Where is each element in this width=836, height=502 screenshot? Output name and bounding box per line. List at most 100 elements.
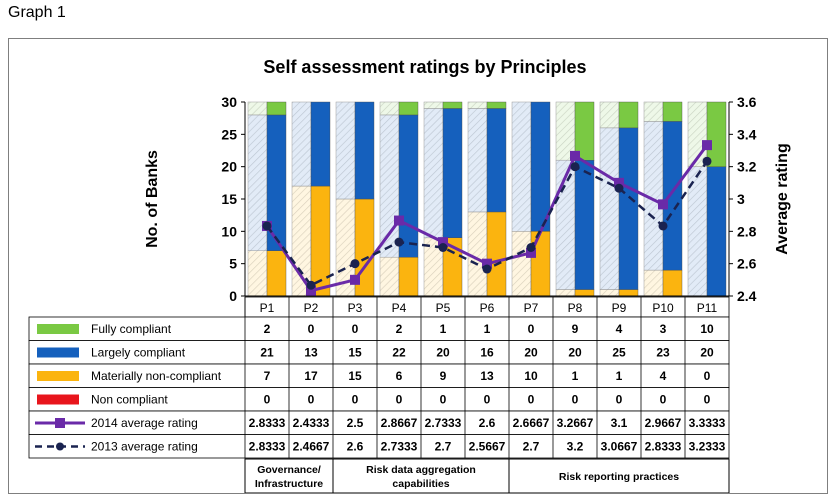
bar-hatch-P3 (335, 101, 356, 200)
x-tick-label-P11: P11 (697, 301, 718, 315)
bar-materially-non-compliant-P6 (486, 211, 507, 297)
data-label: 20 (436, 346, 450, 360)
data-label: 3.1 (611, 416, 628, 430)
data-label: 17 (304, 369, 318, 383)
x-tick-label-P7: P7 (524, 301, 539, 315)
point-2013-P3 (350, 259, 360, 269)
x-tick-label-P6: P6 (480, 301, 495, 315)
group-cell (508, 458, 730, 494)
table-row (28, 434, 730, 459)
legend-label: Non compliant (91, 393, 168, 407)
bar-largely-compliant-P5 (442, 108, 463, 238)
legend-swatch-materially-non-compliant (37, 371, 79, 381)
data-label: 20 (700, 346, 714, 360)
y-tick-label: 30 (221, 94, 237, 110)
data-label: 4 (616, 322, 623, 336)
y-tick-label: 25 (221, 126, 237, 142)
data-label: 2 (396, 322, 403, 336)
point-2013-P4 (394, 237, 404, 247)
data-label: 2.8333 (645, 440, 682, 454)
data-label: 2.7333 (425, 416, 462, 430)
data-label: 1 (616, 369, 623, 383)
bar-hatch-P2 (291, 101, 312, 187)
data-label: 22 (392, 346, 406, 360)
point-2014-P8 (570, 150, 580, 161)
legend-label: Largely compliant (91, 346, 186, 360)
data-label: 1 (440, 322, 447, 336)
bar-materially-non-compliant-P8 (574, 289, 595, 297)
data-label: 25 (612, 346, 626, 360)
y-tick-label: 20 (221, 159, 237, 175)
data-label: 3.2333 (689, 440, 726, 454)
legend-label: Materially non-compliant (91, 369, 222, 383)
bar-largely-compliant-P7 (530, 101, 551, 232)
data-label: 13 (480, 369, 494, 383)
bar-materially-non-compliant-P10 (662, 269, 683, 297)
data-label: 2.5667 (469, 440, 506, 454)
legend-swatch-largely-compliant (37, 347, 79, 358)
bar-fully-compliant-P9 (618, 101, 639, 129)
point-2013-P7 (526, 243, 536, 252)
data-label: 0 (308, 322, 315, 336)
bar-largely-compliant-P8 (574, 159, 595, 290)
point-2013-P9 (614, 183, 624, 193)
data-label: 20 (568, 346, 582, 360)
data-label: 2 (264, 322, 271, 336)
bar-fully-compliant-P4 (398, 101, 419, 116)
point-2013-P1 (262, 221, 272, 231)
data-label: 3.0667 (601, 440, 638, 454)
data-label: 2.8667 (381, 416, 418, 430)
point-2013-P11 (702, 156, 712, 166)
bar-largely-compliant-P3 (354, 101, 375, 200)
bar-hatch-P6 (467, 101, 488, 109)
data-label: 9 (440, 369, 447, 383)
y2-tick-label: 3.4 (737, 126, 757, 142)
data-label: 0 (264, 393, 271, 407)
legend-marker-2014 (55, 418, 65, 428)
point-2014-P11 (702, 140, 712, 151)
data-label: 0 (308, 393, 315, 407)
data-label: 0 (484, 393, 491, 407)
data-label: 21 (260, 346, 274, 360)
group-cell (244, 458, 334, 494)
y-tick-label: 15 (221, 191, 237, 207)
y-axis-label: No. of Banks (144, 150, 161, 248)
data-label: 6 (396, 369, 403, 383)
group-label: Infrastructure (255, 478, 323, 490)
data-label: 3.2667 (557, 416, 594, 430)
bar-hatch-P8 (555, 289, 576, 297)
data-label: 23 (656, 346, 670, 360)
bar-fully-compliant-P1 (266, 101, 287, 116)
data-label: 20 (524, 346, 538, 360)
y2-tick-label: 2.4 (737, 288, 757, 304)
data-label: 3 (660, 322, 667, 336)
bar-fully-compliant-P6 (486, 101, 507, 109)
legend-label: Fully compliant (91, 322, 172, 336)
data-label: 10 (700, 322, 714, 336)
group-label: Risk data aggregation (366, 464, 476, 476)
y2-tick-label: 3 (737, 191, 745, 207)
data-label: 2.7 (523, 440, 540, 454)
chart: Self assessment ratings by Principles No… (28, 57, 791, 494)
x-tick-label-P2: P2 (304, 301, 319, 315)
x-tick-label-P9: P9 (612, 301, 627, 315)
data-label: 4 (660, 369, 667, 383)
point-2013-P8 (570, 162, 580, 172)
data-label: 2.4667 (293, 440, 330, 454)
data-label: 7 (264, 369, 271, 383)
x-tick-label-P1: P1 (260, 301, 275, 315)
page-label: Graph 1 (8, 4, 66, 21)
point-2014-P6 (482, 258, 492, 269)
x-tick-label-P4: P4 (392, 301, 407, 315)
bar-largely-compliant-P11 (706, 166, 727, 297)
data-label: 2.8333 (249, 440, 286, 454)
bar-hatch-P4 (379, 101, 400, 116)
bar-hatch-P4 (379, 256, 400, 297)
y2-tick-label: 3.6 (737, 94, 757, 110)
bar-materially-non-compliant-P4 (398, 256, 419, 297)
data-label: 2.5 (347, 416, 364, 430)
chart-title: Self assessment ratings by Principles (263, 57, 586, 77)
bar-hatch-P9 (599, 289, 620, 297)
data-label: 0 (704, 393, 711, 407)
data-label: 2.8333 (249, 416, 286, 430)
